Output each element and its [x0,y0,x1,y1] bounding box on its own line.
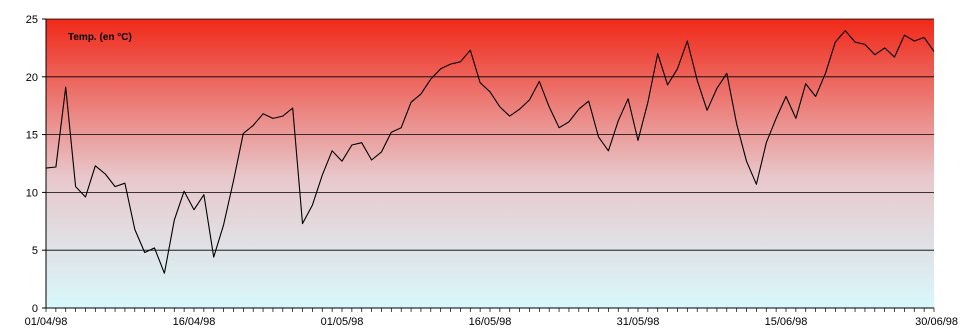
y-tick-label: 25 [26,14,38,26]
y-axis-tick-labels: 0 5 10 15 20 25 [26,14,46,315]
x-tick-label: 15/06/98 [765,316,808,328]
y-tick-label: 5 [32,245,38,257]
x-tick-label: 16/05/98 [469,316,512,328]
y-tick-label: 0 [32,303,38,315]
x-tick-label: 31/05/98 [617,316,660,328]
y-tick-label: 20 [26,72,38,84]
y-tick-label: 10 [26,187,38,199]
x-axis-tick-labels: 01/04/98 16/04/98 01/05/98 16/05/98 31/05/98… [25,316,958,328]
temperature-series-line [45,30,935,274]
x-tick-label: 16/04/98 [173,316,216,328]
x-axis-minor-ticks [45,308,935,312]
x-tick-label: 01/04/98 [25,316,68,328]
x-tick-label: 01/05/98 [321,316,364,328]
gridlines [46,18,934,251]
y-tick-label: 15 [26,130,38,142]
x-tick-label: 30/06/98 [915,316,958,328]
chart-title: Temp. (en °C) [68,32,132,43]
plot-area [46,19,934,308]
